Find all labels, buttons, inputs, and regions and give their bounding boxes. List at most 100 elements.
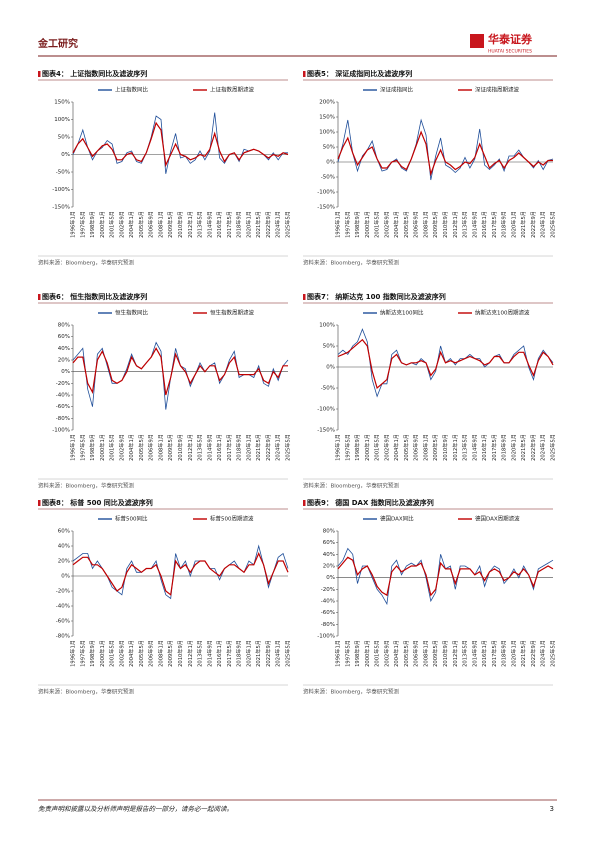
y-tick-label: 0% [61,152,70,158]
chart-source: 资料来源：Bloomberg，华泰研究预测 [38,482,134,490]
legend-label: 德国DAX同比 [380,515,414,523]
x-tick-label: 2000年1月 [98,640,106,667]
x-tick-label: 2022年9月 [264,211,272,238]
y-tick-label: 20% [58,358,70,364]
x-tick-label: 2022年9月 [529,640,537,667]
x-tick-label: 2025年5月 [549,434,557,461]
logo-mark [470,34,484,48]
series-line [72,112,288,174]
legend-label: 标普500周期滤波 [210,515,254,523]
x-tick-label: 2009年5月 [166,640,174,667]
x-tick-label: 2025年5月 [549,211,557,238]
y-tick-label: -50% [321,386,335,392]
title-bullet [38,294,41,300]
x-tick-label: 2002年9月 [382,211,390,238]
x-tick-label: 2000年1月 [363,434,371,461]
y-tick-label: 80% [58,323,70,329]
x-tick-label: 1998年9月 [353,434,361,461]
x-tick-label: 2024年1月 [539,211,547,238]
x-tick-label: 2012年1月 [451,211,459,238]
logo-text-en: HUATAI SECURITIES [488,49,532,55]
chart-source: 资料来源：Bloomberg，华泰研究预测 [38,688,134,696]
disclaimer: 免责声明和披露以及分析师声明是报告的一部分，请务必一起阅读。 [38,805,233,813]
y-tick-label: -20% [56,589,70,595]
y-tick-label: -100% [317,190,335,196]
x-tick-label: 1996年1月 [334,640,342,667]
chart-source: 资料来源：Bloomberg，华泰研究预测 [303,688,399,696]
x-tick-label: 2008年1月 [421,640,429,667]
x-tick-label: 2021年5月 [254,434,262,461]
x-tick-label: 2008年1月 [421,434,429,461]
x-tick-label: 2024年1月 [274,434,282,461]
x-tick-label: 1997年5月 [78,640,86,667]
y-tick-label: -60% [56,619,70,625]
y-tick-label: -100% [52,187,70,193]
x-tick-label: 2012年1月 [451,640,459,667]
x-tick-label: 1997年5月 [78,434,86,461]
chart-title: 图表5： 深证成指同比及滤波序列 [307,69,412,78]
x-tick-label: 2018年9月 [500,434,508,461]
x-tick-label: 2014年9月 [205,434,213,461]
y-tick-label: 20% [323,564,335,570]
chart-title: 图表6： 恒生指数同比及滤波序列 [42,292,147,301]
x-tick-label: 2017年5月 [490,640,498,667]
x-tick-label: 2018年9月 [500,211,508,238]
x-tick-label: 2022年9月 [264,640,272,667]
x-tick-label: 2013年5月 [461,434,469,461]
x-tick-label: 2001年5月 [108,640,116,667]
x-tick-label: 1998年9月 [88,640,96,667]
x-tick-label: 2001年5月 [373,211,381,238]
y-tick-label: -40% [321,599,335,605]
x-tick-label: 2009年5月 [166,434,174,461]
y-tick-label: -100% [317,407,335,413]
x-tick-label: 2013年5月 [196,211,204,238]
x-tick-label: 2016年1月 [480,434,488,461]
y-tick-label: -150% [317,428,335,434]
y-tick-label: -40% [56,604,70,610]
title-bullet [303,500,306,506]
x-tick-label: 1998年9月 [88,211,96,238]
x-tick-label: 1997年5月 [78,211,86,238]
title-bullet [38,71,41,77]
y-tick-label: -80% [56,416,70,422]
x-tick-label: 2006年9月 [412,640,420,667]
x-tick-label: 2014年9月 [470,434,478,461]
x-tick-label: 2024年1月 [539,434,547,461]
x-tick-label: 1997年5月 [343,211,351,238]
x-tick-label: 2013年5月 [461,640,469,667]
x-tick-label: 2002年9月 [382,640,390,667]
x-tick-label: 1998年9月 [88,434,96,461]
y-tick-label: -80% [321,622,335,628]
x-tick-label: 2000年1月 [363,211,371,238]
series-line [72,121,289,168]
x-tick-label: 2016年1月 [480,640,488,667]
y-tick-label: 40% [58,346,70,352]
y-tick-label: -20% [321,587,335,593]
x-tick-label: 2000年1月 [98,434,106,461]
title-bullet [303,71,306,77]
x-tick-label: 2016年1月 [480,211,488,238]
x-tick-label: 2018年9月 [235,640,243,667]
x-tick-label: 2005年5月 [137,640,145,667]
y-tick-label: 60% [323,540,335,546]
x-tick-label: 2014年9月 [470,640,478,667]
x-tick-label: 2025年5月 [549,640,557,667]
x-tick-label: 2009年5月 [431,211,439,238]
legend-label: 纳斯达克100同比 [380,309,424,317]
chart: 图表6： 恒生指数同比及滤波序列 -100% -80% -60% -40% -20% 0% 2… [38,292,292,490]
y-tick-label: 0% [61,574,70,580]
x-tick-label: 2005年5月 [137,211,145,238]
chart: 图表4： 上证指数同比及滤波序列 -150% -100% -50% 0% 50% 100% 1… [38,69,292,267]
x-tick-label: 2016年1月 [215,640,223,667]
page-number: 3 [550,805,554,813]
series-line [72,341,289,410]
series-line [337,338,554,390]
x-tick-label: 2008年1月 [156,211,164,238]
y-tick-label: -150% [317,205,335,211]
series-line [337,556,554,597]
x-tick-label: 2017年5月 [490,434,498,461]
x-tick-label: 2020年1月 [509,211,517,238]
x-tick-label: 2001年5月 [108,211,116,238]
y-tick-label: 40% [323,552,335,558]
